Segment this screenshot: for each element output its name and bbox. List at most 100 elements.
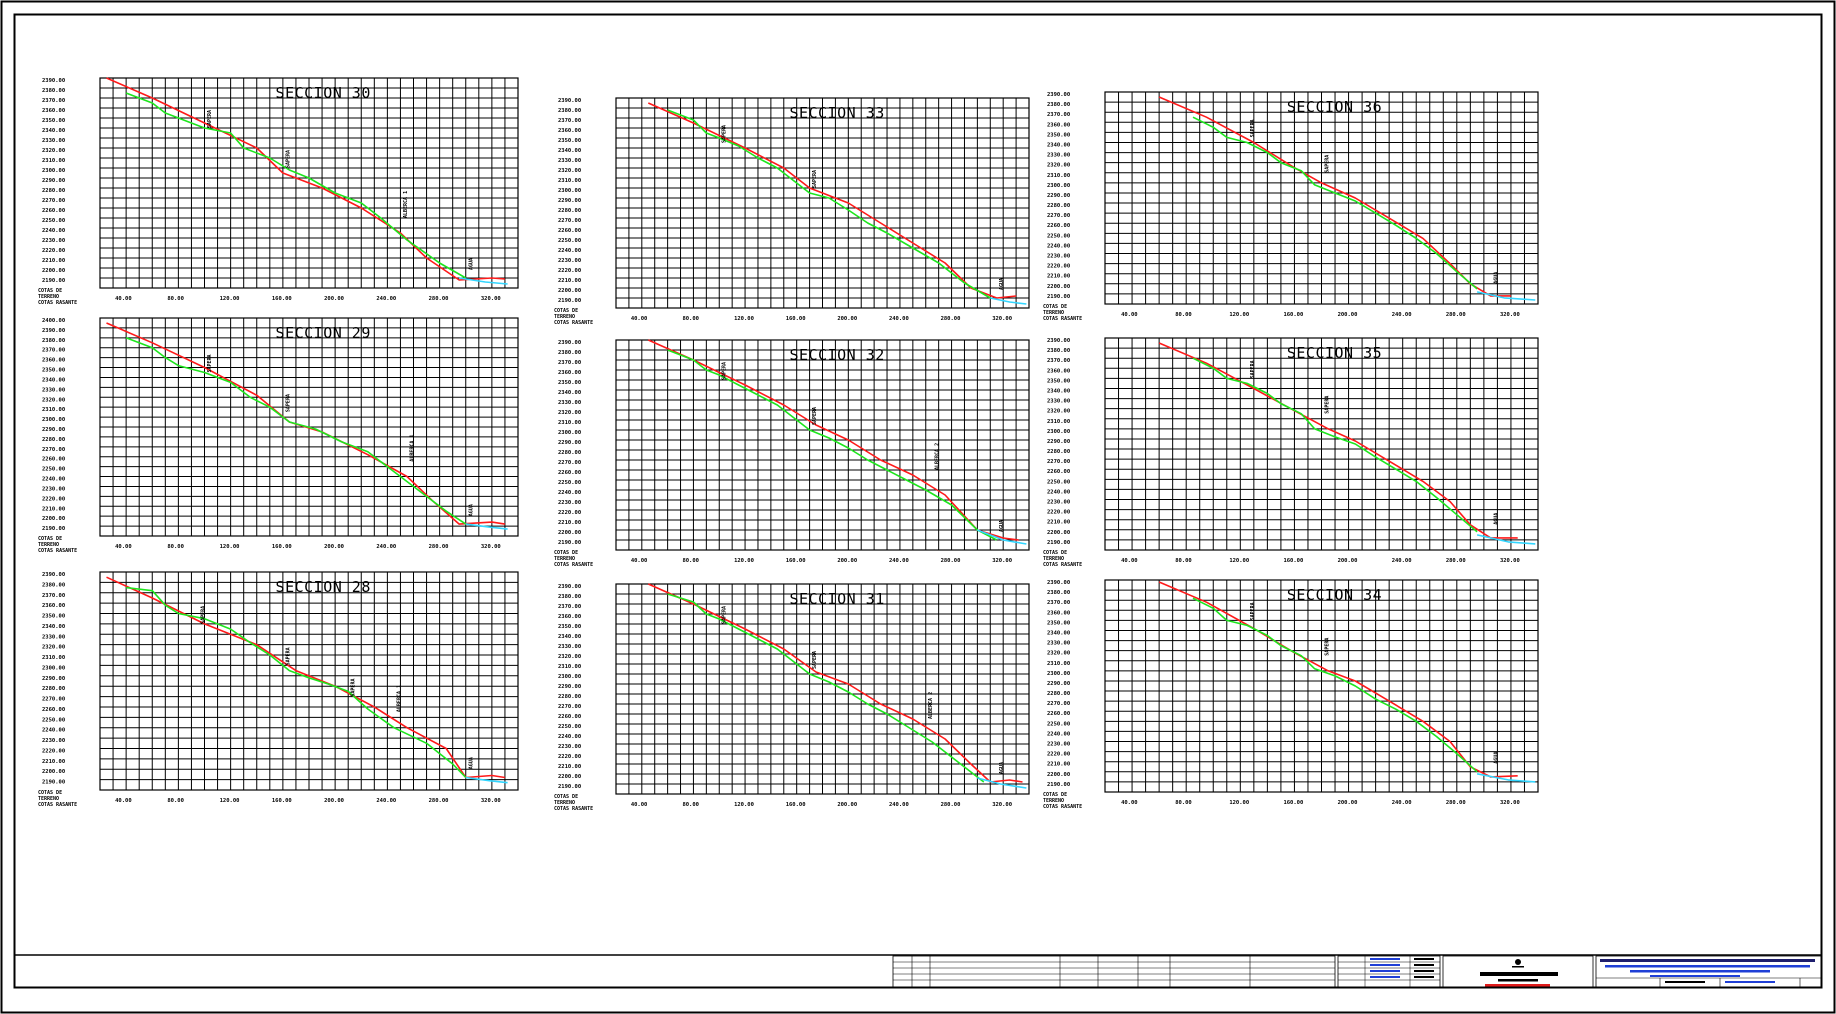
y-tick-label: 2370.00 [558, 604, 581, 610]
y-tick-label: 2230.00 [1047, 742, 1070, 748]
y-tick-label: 2220.00 [558, 510, 581, 516]
y-tick-label: 2390.00 [1047, 92, 1070, 98]
legend-label: COTAS RASANTE [38, 802, 77, 808]
y-tick-label: 2300.00 [558, 430, 581, 436]
x-tick-label: 200.00 [837, 558, 857, 564]
y-tick-label: 2380.00 [558, 108, 581, 114]
y-tick-label: 2350.00 [42, 614, 65, 620]
y-tick-label: 2300.00 [42, 168, 65, 174]
y-tick-label: 2350.00 [1047, 132, 1070, 138]
y-tick-label: 2390.00 [42, 78, 65, 84]
y-tick-label: 2320.00 [1047, 651, 1070, 657]
point-marker-label: SAPERA [812, 651, 818, 669]
y-tick-label: 2320.00 [42, 148, 65, 154]
y-tick-label: 2280.00 [1047, 691, 1070, 697]
y-tick-label: 2390.00 [558, 98, 581, 104]
y-tick-label: 2310.00 [42, 158, 65, 164]
point-marker-label: SAPERA [285, 647, 291, 665]
y-tick-label: 2260.00 [558, 714, 581, 720]
y-tick-label: 2390.00 [42, 328, 65, 334]
x-tick-label: 200.00 [837, 316, 857, 322]
x-tick-label: 320.00 [481, 544, 501, 550]
y-tick-label: 2290.00 [42, 427, 65, 433]
y-tick-label: 2270.00 [42, 697, 65, 703]
y-tick-label: 2270.00 [42, 447, 65, 453]
section-panel: 2390.00 2380.00 2370.00 2360.00 2350.00 2340.… [1043, 337, 1539, 568]
water-level-line [977, 529, 1027, 545]
y-tick-label: 2200.00 [42, 268, 65, 274]
x-tick-label: 200.00 [1338, 558, 1358, 564]
x-tick-label: 240.00 [376, 798, 396, 804]
y-tick-label: 2220.00 [42, 496, 65, 502]
section-title: SECCION 31 [789, 590, 884, 608]
x-tick-label: 120.00 [1229, 312, 1249, 318]
y-tick-label: 2290.00 [42, 178, 65, 184]
y-tick-label: 2200.00 [1047, 284, 1070, 290]
y-tick-label: 2380.00 [558, 594, 581, 600]
y-tick-label: 2370.00 [42, 593, 65, 599]
y-tick-label: 2380.00 [558, 350, 581, 356]
y-tick-label: 2370.00 [1047, 600, 1070, 606]
legend-label: COTAS DE [554, 308, 578, 314]
y-tick-label: 2200.00 [558, 774, 581, 780]
y-tick-label: 2240.00 [1047, 731, 1070, 737]
x-tick-label: 240.00 [889, 316, 909, 322]
y-tick-label: 2260.00 [42, 208, 65, 214]
y-tick-label: 2220.00 [1047, 264, 1070, 270]
y-tick-label: 2260.00 [558, 470, 581, 476]
x-tick-label: 80.00 [167, 798, 184, 804]
y-tick-label: 2230.00 [42, 238, 65, 244]
water-level-line [465, 523, 508, 530]
y-tick-label: 2290.00 [1047, 193, 1070, 199]
legend-label: TERRENO [1043, 556, 1064, 562]
x-tick-label: 160.00 [272, 544, 292, 550]
y-tick-label: 2190.00 [42, 780, 65, 786]
y-tick-label: 2380.00 [1047, 590, 1070, 596]
x-tick-label: 320.00 [481, 798, 501, 804]
legend-label: COTAS DE [38, 288, 62, 294]
approval-entry [1370, 964, 1400, 966]
y-tick-label: 2320.00 [42, 397, 65, 403]
y-tick-label: 2200.00 [558, 530, 581, 536]
y-tick-label: 2380.00 [1047, 348, 1070, 354]
x-tick-label: 160.00 [272, 798, 292, 804]
project-line-1 [1600, 959, 1815, 962]
y-tick-label: 2220.00 [558, 268, 581, 274]
point-marker-label: AGUA [1493, 272, 1499, 284]
y-tick-label: 2210.00 [558, 278, 581, 284]
y-tick-label: 2220.00 [42, 748, 65, 754]
x-tick-label: 120.00 [734, 316, 754, 322]
legend-label: COTAS RASANTE [38, 300, 77, 306]
y-tick-label: 2190.00 [1047, 540, 1070, 546]
y-tick-label: 2330.00 [42, 387, 65, 393]
x-tick-label: 240.00 [889, 558, 909, 564]
point-marker-label: AGUA [1493, 752, 1499, 764]
y-tick-label: 2320.00 [558, 410, 581, 416]
y-tick-label: 2250.00 [558, 238, 581, 244]
x-tick-label: 40.00 [115, 798, 132, 804]
y-tick-label: 2340.00 [558, 390, 581, 396]
approval-entry-date [1414, 964, 1434, 966]
x-tick-label: 40.00 [631, 316, 648, 322]
y-tick-label: 2200.00 [558, 288, 581, 294]
x-tick-label: 120.00 [220, 798, 240, 804]
x-tick-label: 40.00 [631, 802, 648, 808]
point-marker-label: AGUA [999, 762, 1005, 774]
y-tick-label: 2210.00 [42, 506, 65, 512]
legend-label: COTAS DE [38, 536, 62, 542]
design-profile-line [125, 337, 467, 525]
x-tick-label: 320.00 [992, 802, 1012, 808]
y-tick-label: 2200.00 [1047, 530, 1070, 536]
x-tick-label: 280.00 [429, 544, 449, 550]
point-marker-label: SAPERA [812, 170, 818, 188]
y-tick-label: 2340.00 [42, 377, 65, 383]
x-tick-label: 160.00 [1283, 800, 1303, 806]
y-tick-label: 2230.00 [558, 500, 581, 506]
y-tick-label: 2370.00 [558, 360, 581, 366]
x-tick-label: 40.00 [115, 544, 132, 550]
x-tick-label: 40.00 [1121, 558, 1138, 564]
design-profile-line [667, 109, 991, 299]
x-tick-label: 280.00 [1446, 558, 1466, 564]
design-profile-line [1192, 597, 1478, 773]
y-tick-label: 2260.00 [42, 707, 65, 713]
